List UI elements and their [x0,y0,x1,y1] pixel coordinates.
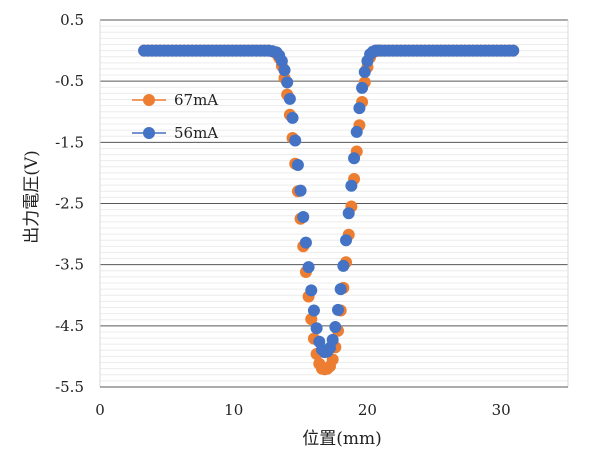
data-point-56mA [278,64,291,77]
data-point-56mA [326,333,339,346]
series-56mA [138,44,520,359]
y-tick-label: -2.5 [55,195,84,213]
y-tick-label: -0.5 [55,72,84,90]
y-tick-label: -5.5 [55,378,84,396]
data-point-56mA [294,184,307,197]
data-point-56mA [358,65,371,78]
legend-marker-56mA [143,127,155,139]
data-point-56mA [310,322,323,335]
y-tick-label: -3.5 [55,256,84,274]
data-point-56mA [340,234,353,247]
data-point-56mA [507,44,520,57]
x-tick-labels: 0 10 20 30 [95,401,510,419]
legend-label-67mA: 67mA [174,91,218,109]
legend-entry-56mA: 56mA [132,124,218,142]
y-tick-label: -4.5 [55,317,84,335]
data-point-56mA [337,259,350,272]
x-tick-label: 0 [95,401,105,419]
data-point-56mA [353,102,366,115]
data-point-56mA [350,125,363,138]
data-point-56mA [281,76,294,89]
data-point-56mA [289,134,302,147]
data-point-56mA [356,81,369,94]
legend-label-56mA: 56mA [174,124,218,142]
data-point-56mA [299,236,312,249]
legend-entry-67mA: 67mA [132,91,218,109]
x-axis-title: 位置(mm) [302,429,382,449]
y-axis-title: 出力電圧(V) [22,150,42,244]
data-point-56mA [286,111,299,124]
x-tick-label: 10 [224,401,243,419]
legend-marker-67mA [143,94,155,106]
y-tick-label: 0.5 [60,11,84,29]
x-tick-label: 30 [492,401,511,419]
legend: 67mA 56mA [132,91,218,142]
y-tick-labels: 0.5 -0.5 -1.5 -2.5 -3.5 -4.5 -5.5 [55,11,84,396]
data-point-56mA [297,210,310,223]
data-point-56mA [329,321,342,334]
data-point-56mA [345,179,358,192]
data-point-56mA [348,152,361,165]
x-tick-label: 20 [358,401,377,419]
axes [99,20,569,388]
data-point-56mA [305,284,318,297]
data-series [138,44,520,376]
y-tick-label: -1.5 [55,133,84,151]
data-point-56mA [307,304,320,317]
data-point-56mA [332,303,345,316]
data-point-56mA [291,158,304,171]
data-point-56mA [275,54,288,67]
data-point-56mA [283,92,296,105]
data-point-56mA [302,261,315,274]
data-point-56mA [334,283,347,296]
data-point-56mA [342,207,355,220]
